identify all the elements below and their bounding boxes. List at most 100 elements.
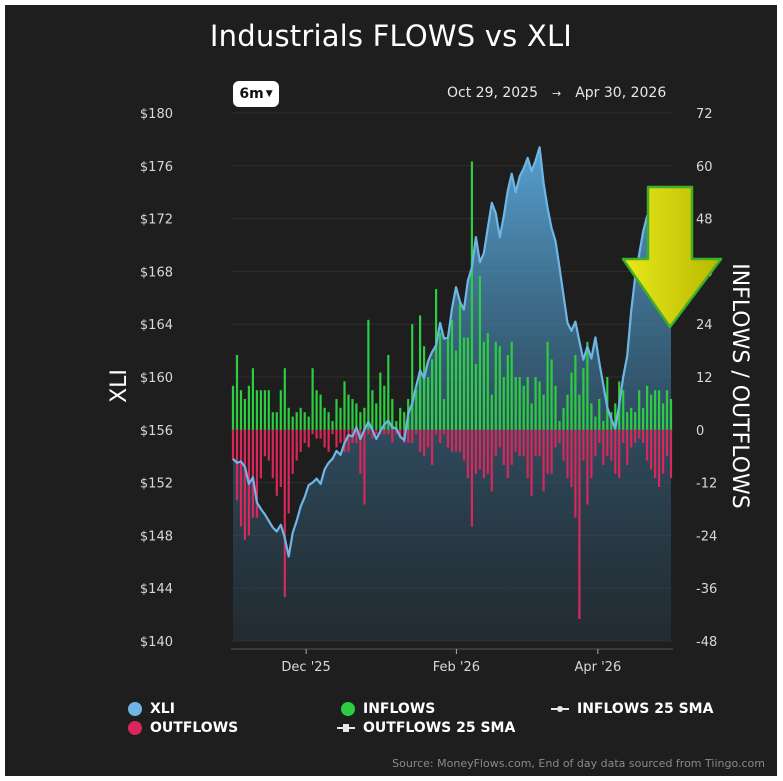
legend-xli[interactable]: XLI <box>128 701 175 717</box>
inflow-bar <box>315 390 318 430</box>
inflow-bar <box>554 385 557 430</box>
outflow-bar <box>387 429 390 435</box>
outflow-bar <box>295 429 298 461</box>
outflow-bar <box>327 429 330 452</box>
right-tick-label: 12 <box>696 371 713 386</box>
outflow-bar <box>610 429 613 461</box>
outflow-bar <box>606 429 609 457</box>
inflow-bar <box>658 390 661 430</box>
outflow-bar <box>482 429 485 479</box>
outflow-bar <box>594 429 597 457</box>
inflow-bar <box>622 390 625 430</box>
outflow-bar <box>602 429 605 465</box>
outflow-bar <box>446 429 450 448</box>
legend-inflows-sma[interactable]: INFLOWS 25 SMA <box>551 701 713 717</box>
inflow-bar <box>235 355 239 430</box>
outflow-bar <box>642 429 645 443</box>
outflow-bar <box>454 429 458 452</box>
right-tick-label: 60 <box>696 160 713 175</box>
flows-chart: $180 $176 $172 $168 $164 $160 $156 $152 $148 $144… <box>107 107 752 675</box>
inflow-bar <box>255 390 258 430</box>
legend-outflows[interactable]: OUTFLOWS <box>128 720 238 736</box>
inflow-bar <box>598 399 601 430</box>
outflow-bar <box>538 429 541 457</box>
inflow-bar <box>458 302 462 430</box>
inflow-bar <box>654 390 657 430</box>
inflow-bar <box>630 407 633 430</box>
inflow-bar <box>263 390 266 430</box>
outflow-bar <box>458 429 462 452</box>
left-tick-label: $168 <box>140 265 173 280</box>
inflow-bar <box>642 407 645 430</box>
inflow-bar <box>307 416 310 430</box>
arrow-right-icon: → <box>552 87 562 100</box>
inflow-bar <box>634 412 637 430</box>
date-range[interactable]: Oct 29, 2025 → Apr 30, 2026 <box>447 85 666 101</box>
outflow-bar <box>618 429 621 479</box>
outflow-bar <box>259 429 262 479</box>
inflow-bar <box>335 399 338 430</box>
outflow-bar <box>570 429 573 487</box>
outflow-bar <box>367 429 370 435</box>
inflow-bar <box>498 346 501 430</box>
inflow-bar <box>383 385 386 430</box>
inflow-bar <box>395 421 398 430</box>
inflow-bar <box>295 412 298 430</box>
inflow-bar <box>311 368 314 430</box>
outflow-bar <box>291 429 294 474</box>
outflow-bar <box>658 429 661 487</box>
chevron-down-icon: ▼ <box>265 89 273 99</box>
outflow-bar <box>371 429 374 439</box>
outflow-bar <box>279 429 282 487</box>
inflow-bar <box>351 399 354 430</box>
outflow-bar <box>335 429 338 448</box>
inflow-bar <box>387 355 390 430</box>
left-tick-label: $164 <box>140 318 173 333</box>
range-selector-button[interactable]: 6m ▼ <box>233 81 279 107</box>
inflow-bar <box>339 407 342 430</box>
flow-bars <box>231 161 673 619</box>
inflow-bar <box>558 421 561 430</box>
inflow-bar <box>299 407 302 430</box>
inflow-bar <box>614 403 617 430</box>
inflow-bar <box>415 390 418 430</box>
outflow-bar <box>630 429 633 448</box>
right-tick-label: -36 <box>696 582 717 597</box>
outflow-bar <box>626 429 629 465</box>
inflow-bar <box>239 390 243 430</box>
inflow-bar <box>427 377 430 430</box>
outflow-bar <box>466 429 469 479</box>
outflow-bar <box>427 429 430 448</box>
legend-inflows[interactable]: INFLOWS <box>341 701 435 717</box>
right-axis-title: INFLOWS / OUTFLOWS <box>727 263 752 509</box>
right-tick-label: -48 <box>696 635 717 650</box>
inflow-bar <box>534 377 537 430</box>
right-tick-label: 0 <box>696 424 704 439</box>
inflow-bar <box>331 421 334 430</box>
left-tick-label: $140 <box>140 635 173 650</box>
inflow-bar <box>391 399 394 430</box>
outflow-bar <box>423 429 426 457</box>
outflow-bar <box>347 429 350 452</box>
inflow-bar <box>590 403 593 430</box>
chart-panel: Industrials FLOWS vs XLI 6m ▼ Oct 29, 202… <box>5 5 777 776</box>
inflow-bar <box>327 412 330 430</box>
outflow-bar <box>530 429 533 496</box>
inflow-bar <box>546 341 549 430</box>
left-axis-ticks: $180 $176 $172 $168 $164 $160 $156 $152 $148 $144… <box>140 107 173 650</box>
outflow-bar <box>586 429 589 505</box>
outflow-bar <box>638 429 641 439</box>
inflow-bar <box>243 399 246 430</box>
inflows-sma-line-icon <box>551 706 569 712</box>
inflow-bar <box>283 368 286 430</box>
outflow-bar <box>435 429 438 435</box>
inflow-bar <box>570 372 573 430</box>
inflow-bar <box>470 161 473 430</box>
outflow-bar <box>546 429 549 474</box>
legend-outflows-sma[interactable]: OUTFLOWS 25 SMA <box>337 720 515 736</box>
xli-line <box>232 146 672 558</box>
outflow-bar <box>574 429 577 518</box>
inflow-bar <box>526 377 529 430</box>
outflow-bar <box>311 429 314 435</box>
outflow-bar <box>307 429 310 448</box>
